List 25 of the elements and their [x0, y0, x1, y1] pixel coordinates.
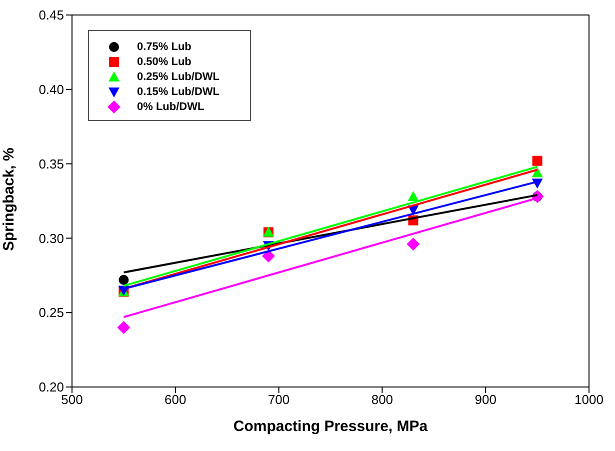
x-tick-label: 900: [474, 392, 496, 408]
x-tick-label: 600: [164, 392, 186, 408]
x-tick-label: 700: [268, 392, 290, 408]
y-axis-title: Springback, %: [0, 148, 18, 251]
y-tick-label: 0.20: [38, 380, 64, 395]
point: [408, 191, 419, 202]
y-tick-label: 0.30: [38, 230, 64, 246]
legend-label: 0.50% Lub: [137, 56, 192, 68]
point: [117, 320, 130, 334]
point: [406, 238, 420, 251]
point: [532, 156, 542, 166]
y-tick-label: 0.35: [38, 156, 64, 172]
legend-label: 0.75% Lub: [137, 40, 192, 52]
x-tick-label: 1000: [574, 392, 604, 408]
legend-label: 0.25% Lub/DWL: [137, 70, 220, 82]
legend-label: 0.15% Lub/DWL: [137, 86, 220, 98]
legend-label: 0% Lub/DWL: [137, 100, 204, 112]
x-tick-label: 500: [61, 392, 83, 408]
point: [532, 178, 543, 189]
x-tick-label: 800: [371, 392, 394, 408]
y-tick-label: 0.40: [38, 82, 64, 98]
y-tick-label: 0.25: [38, 305, 64, 320]
x-axis-title: Compacting Pressure, MPa: [233, 418, 428, 435]
point: [118, 274, 129, 285]
y-tick-label: 0.45: [38, 8, 64, 23]
